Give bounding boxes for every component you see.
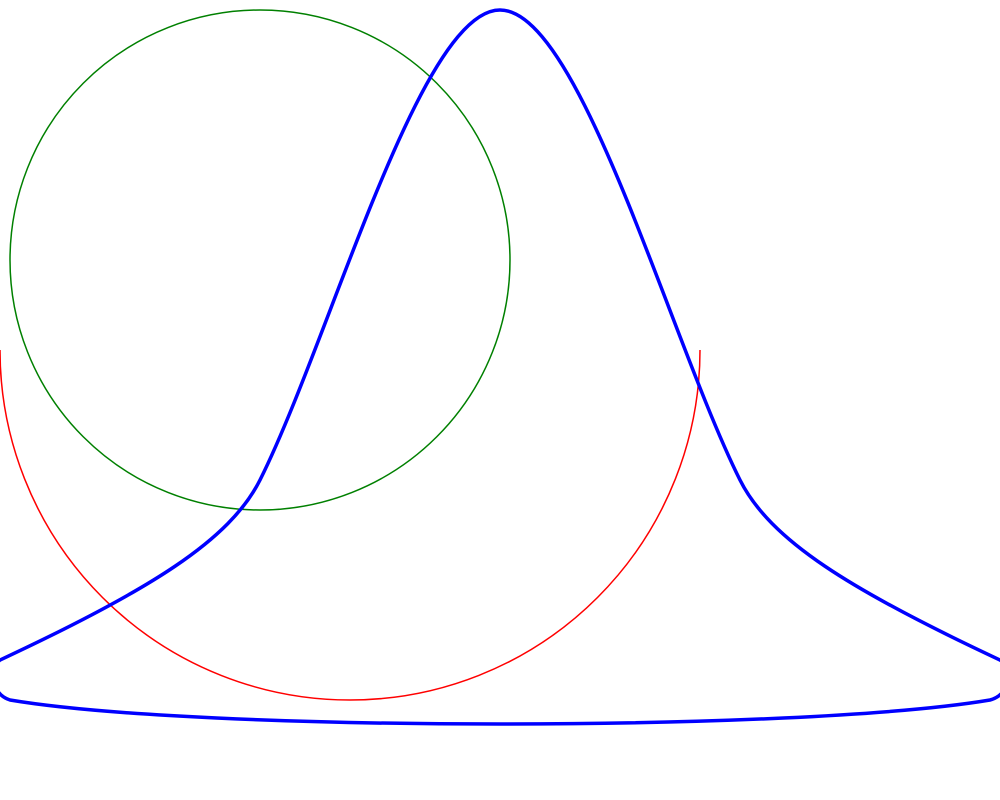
blue-closed-curve xyxy=(0,8,1000,726)
red-semicircle-arc xyxy=(0,349,701,701)
green-circle xyxy=(9,9,511,511)
